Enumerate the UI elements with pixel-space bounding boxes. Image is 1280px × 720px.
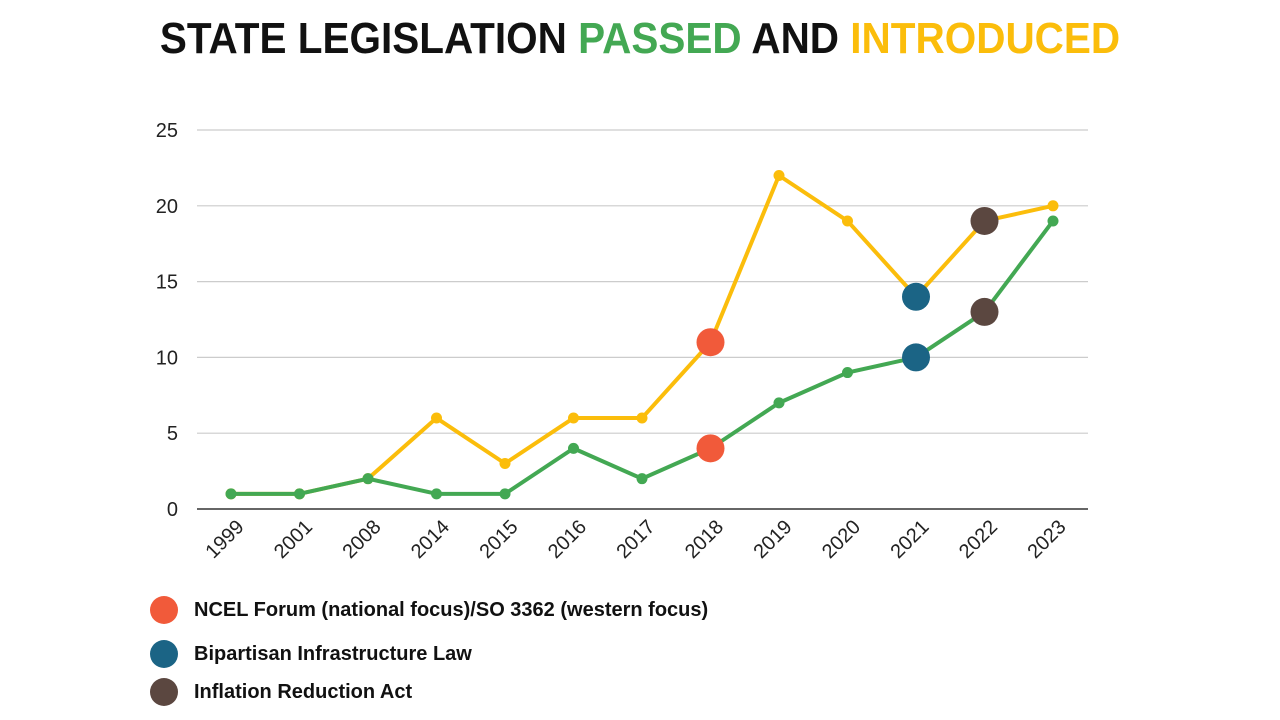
- data-point-introduced: [431, 412, 442, 424]
- data-point-introduced: [842, 215, 853, 227]
- event-marker: [902, 282, 930, 311]
- legend-marker: [150, 596, 178, 624]
- data-point-passed: [499, 488, 511, 500]
- event-marker: [902, 343, 930, 372]
- title-text: STATE LEGISLATION: [159, 14, 579, 63]
- x-tick-label: 2001: [270, 516, 317, 563]
- data-point-passed: [362, 473, 374, 485]
- y-tick-label: 15: [156, 272, 178, 294]
- data-point-passed: [636, 473, 648, 485]
- data-point-passed: [773, 397, 785, 409]
- data-point-passed: [225, 488, 237, 500]
- title-introduced: INTRODUCED: [850, 14, 1121, 63]
- chart-title: STATE LEGISLATION PASSED AND INTRODUCED: [51, 14, 1229, 64]
- event-marker: [970, 297, 999, 326]
- legend-label: Bipartisan Infrastructure Law: [194, 642, 472, 665]
- x-tick-label: 2016: [544, 516, 591, 563]
- event-marker: [696, 328, 725, 357]
- x-tick-label: 2019: [750, 516, 797, 563]
- x-tick-label: 2020: [818, 516, 865, 563]
- legend-marker: [150, 640, 178, 668]
- x-tick-label: 2014: [407, 516, 454, 563]
- event-marker: [696, 434, 725, 463]
- x-tick-label: 2023: [1024, 516, 1071, 563]
- title-and: AND: [741, 14, 851, 63]
- legend-item-ncel: NCEL Forum (national focus)/SO 3362 (wes…: [150, 596, 708, 624]
- data-point-passed: [294, 488, 305, 500]
- x-tick-label: 2017: [613, 516, 660, 563]
- y-tick-label: 25: [156, 120, 178, 142]
- x-tick-label: 1999: [202, 516, 249, 563]
- series-line-introduced: [231, 173, 1054, 496]
- data-point-passed: [431, 488, 442, 500]
- data-point-passed: [842, 367, 853, 379]
- legend-label: NCEL Forum (national focus)/SO 3362 (wes…: [194, 598, 709, 621]
- y-tick-label: 20: [156, 196, 178, 218]
- legend-item-bil: Bipartisan Infrastructure Law: [150, 640, 472, 668]
- data-point-introduced: [636, 412, 648, 424]
- title-passed: PASSED: [578, 14, 742, 63]
- data-point-introduced: [568, 412, 579, 424]
- data-point-introduced: [1047, 200, 1059, 212]
- y-tick-label: 5: [167, 423, 178, 445]
- x-tick-label: 2008: [339, 516, 386, 563]
- y-tick-label: 10: [156, 347, 178, 369]
- x-tick-label: 2015: [476, 516, 523, 563]
- legend-label: Inflation Reduction Act: [194, 680, 413, 703]
- data-point-introduced: [773, 169, 785, 181]
- legend-item-ira: Inflation Reduction Act: [150, 678, 412, 706]
- x-tick-label: 2022: [955, 516, 1002, 563]
- x-tick-label: 2021: [887, 516, 934, 563]
- data-point-introduced: [499, 458, 511, 470]
- event-marker: [970, 206, 999, 235]
- x-tick-label: 2018: [681, 516, 728, 563]
- data-point-passed: [568, 442, 579, 454]
- data-point-passed: [1047, 215, 1059, 227]
- legend-marker: [150, 678, 178, 706]
- y-tick-label: 0: [167, 499, 178, 521]
